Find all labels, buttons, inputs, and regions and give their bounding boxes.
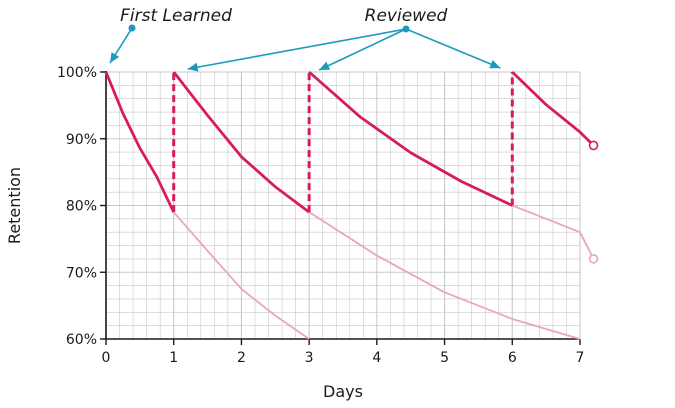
x-tick-label: 5 [440, 350, 449, 366]
retention-curve [308, 70, 513, 207]
annotation-arrow-line [187, 28, 407, 70]
y-tick-label: 90% [66, 132, 97, 148]
annotation-first-learned: First Learned [120, 6, 232, 26]
x-tick-label: 6 [508, 350, 517, 366]
x-tick-label: 7 [576, 350, 585, 366]
y-tick-label: 80% [66, 199, 97, 215]
annotation-arrowhead [110, 52, 120, 63]
x-tick-label: 2 [237, 350, 246, 366]
y-tick-label: 100% [57, 65, 97, 81]
y-tick-label: 60% [66, 332, 97, 348]
annotation-reviewed: Reviewed [365, 6, 448, 26]
annotation-arrowhead [319, 61, 331, 70]
x-tick-label: 0 [102, 350, 111, 366]
forgetting-curve [511, 204, 595, 260]
x-tick-label: 1 [169, 350, 178, 366]
x-axis-label: Days [323, 382, 363, 401]
retention-curve [104, 71, 175, 213]
retention-curve [172, 71, 310, 214]
annotation-arrow-line [405, 28, 501, 69]
x-tick-label: 3 [305, 350, 314, 366]
curve-end-marker [588, 140, 599, 151]
annotation-arrowhead [489, 60, 501, 69]
forgetting-curve [308, 211, 581, 340]
annotation-arrow-line [318, 28, 407, 71]
curve-end-marker [588, 254, 599, 264]
x-tick-label: 4 [372, 350, 381, 366]
y-tick-label: 70% [66, 265, 97, 281]
annotation-arrowhead [187, 62, 199, 72]
retention-curve [511, 70, 595, 147]
forgetting-curve [173, 211, 310, 340]
y-axis-label: Retention [5, 167, 24, 244]
